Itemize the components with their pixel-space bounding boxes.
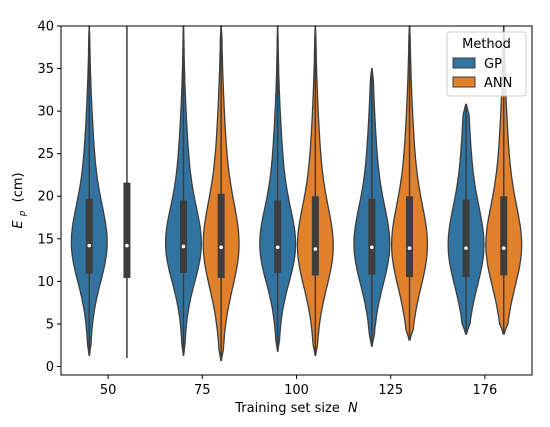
median-point-gp-50 xyxy=(87,243,92,248)
y-tick-label-25: 25 xyxy=(37,147,54,162)
legend-label-ann: ANN xyxy=(484,76,512,91)
iqr-box-ann-176 xyxy=(500,196,508,276)
x-tick-label-75: 75 xyxy=(194,383,211,398)
plot-area xyxy=(70,25,523,362)
median-point-ann-176 xyxy=(501,246,506,250)
y-tick-label-15: 15 xyxy=(37,232,54,247)
legend-swatch-ann xyxy=(452,76,476,88)
y-tick-label-0: 0 xyxy=(46,360,54,375)
legend-title: Method xyxy=(462,37,511,52)
y-tick-label-5: 5 xyxy=(46,317,54,332)
iqr-box-ann-50 xyxy=(123,182,131,278)
y-tick-label-20: 20 xyxy=(37,190,54,205)
x-axis-label-text: Training set size xyxy=(234,401,340,416)
y-tick-label-10: 10 xyxy=(37,275,54,290)
x-axis-label-symbol: N xyxy=(348,401,358,416)
median-point-gp-176 xyxy=(464,246,468,250)
median-point-ann-125 xyxy=(407,246,412,250)
median-point-gp-125 xyxy=(370,245,374,250)
iqr-box-gp-50 xyxy=(85,198,93,274)
y-axis-label-subscript: p xyxy=(18,210,28,217)
x-tick-label-100: 100 xyxy=(284,383,309,398)
iqr-box-ann-75 xyxy=(217,193,225,278)
median-point-gp-75 xyxy=(181,244,186,249)
x-tick-label-50: 50 xyxy=(100,383,117,398)
x-tick-label-125: 125 xyxy=(378,383,403,398)
legend: Method GP ANN xyxy=(446,31,527,97)
y-tick-label-30: 30 xyxy=(37,105,54,120)
y-axis-label: E p (cm) xyxy=(11,172,29,228)
legend-label-gp: GP xyxy=(484,57,502,72)
legend-swatch-gp xyxy=(452,57,476,69)
median-point-ann-75 xyxy=(219,245,223,250)
median-point-gp-100 xyxy=(275,245,280,250)
y-axis-label-symbol: E xyxy=(11,220,26,229)
median-point-ann-100 xyxy=(313,247,318,251)
iqr-box-ann-125 xyxy=(406,196,414,278)
x-axis-label: Training set size N xyxy=(234,401,358,416)
iqr-box-gp-100 xyxy=(274,200,282,273)
y-tick-label-40: 40 xyxy=(37,20,54,35)
x-tick-label-176: 176 xyxy=(472,383,497,398)
axis-ticks: 0 5 10 15 20 25 30 35 40 50 75 100 125 176 xyxy=(37,20,497,399)
y-tick-label-35: 35 xyxy=(37,62,54,77)
iqr-box-gp-75 xyxy=(179,200,187,273)
iqr-box-gp-176 xyxy=(462,199,470,278)
y-axis-label-unit: (cm) xyxy=(11,172,26,202)
iqr-box-ann-100 xyxy=(311,196,319,276)
median-point-ann-50 xyxy=(125,243,129,248)
iqr-box-gp-125 xyxy=(368,198,376,275)
